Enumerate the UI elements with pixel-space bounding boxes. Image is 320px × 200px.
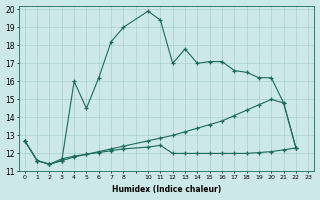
X-axis label: Humidex (Indice chaleur): Humidex (Indice chaleur) <box>112 185 221 194</box>
